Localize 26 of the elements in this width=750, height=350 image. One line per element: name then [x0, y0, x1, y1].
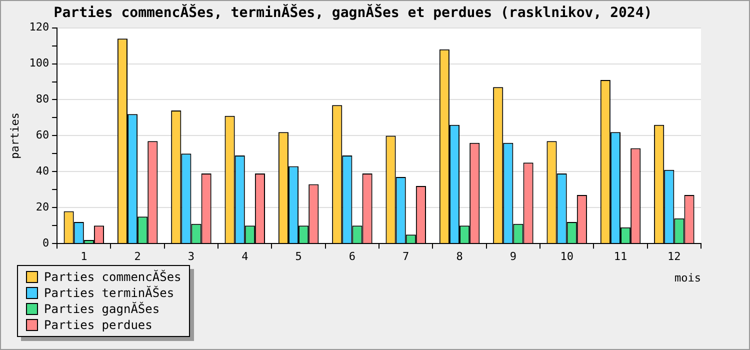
- x-tick-label: 1: [80, 250, 88, 263]
- x-tick-label: 8: [456, 250, 463, 263]
- x-tick-label: 10: [560, 250, 574, 263]
- y-tick-label: 0: [42, 236, 50, 250]
- y-tick-label: 80: [36, 92, 50, 106]
- x-tick-label: 6: [348, 250, 356, 263]
- x-tick-label: 3: [188, 250, 195, 263]
- x-tick-label: 9: [510, 250, 516, 263]
- x-axis-title: mois: [674, 271, 701, 284]
- y-tick-label: 100: [29, 56, 50, 70]
- y-tick-label: 60: [36, 128, 50, 142]
- y-tick-label: 40: [36, 164, 50, 178]
- x-tick-label: 7: [402, 250, 410, 263]
- legend-label: Parties commencĂŠes: [44, 270, 182, 284]
- legend-label: Parties gagnĂŠes: [44, 302, 160, 316]
- x-tick-label: 2: [134, 250, 141, 263]
- legend-label: Parties terminĂŠes: [44, 286, 174, 300]
- y-tick-label: 120: [29, 20, 50, 34]
- legend-label: Parties perdues: [44, 318, 152, 332]
- y-axis-title: parties: [8, 112, 22, 159]
- y-tick-label: 20: [36, 200, 50, 214]
- chart-title: Parties commencĂŠes, terminĂŠes, gagnĂŠes et perdues (rasklnikov, 2024): [54, 4, 652, 22]
- x-tick-label: 4: [242, 250, 249, 263]
- x-tick-label: 12: [668, 250, 681, 263]
- x-tick-label: 5: [295, 250, 302, 263]
- x-tick-label: 11: [614, 250, 628, 263]
